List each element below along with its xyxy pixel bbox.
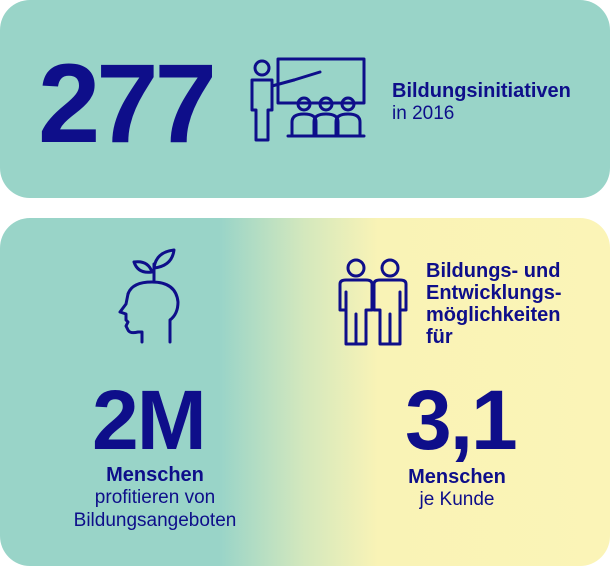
- two-people-icon: [338, 258, 408, 346]
- left-label-line1: profitieren von: [94, 487, 216, 508]
- presentation-teacher-icon: [250, 57, 366, 142]
- left-label-line2: Bildungsangeboten: [73, 510, 237, 531]
- people-benefit-count: 2M: [92, 373, 207, 467]
- opportunities-per-customer: 3,1: [405, 373, 518, 467]
- head-sprout-icon: [118, 248, 180, 344]
- left-label-bold: Menschen: [106, 464, 204, 486]
- right-label-regular: je Kunde: [419, 489, 495, 510]
- bottom-stat-card: [0, 218, 610, 566]
- initiatives-year: in 2016: [392, 103, 455, 124]
- right-label-bold: Menschen: [408, 466, 506, 488]
- initiatives-count: 277: [38, 41, 217, 166]
- initiatives-label: Bildungsinitiativen: [392, 80, 571, 102]
- right-heading-line4: für: [426, 326, 453, 348]
- right-heading-line1: Bildungs- und: [426, 260, 561, 282]
- right-heading-line2: Entwicklungs-: [426, 282, 562, 304]
- right-heading-line3: möglichkeiten: [426, 304, 561, 326]
